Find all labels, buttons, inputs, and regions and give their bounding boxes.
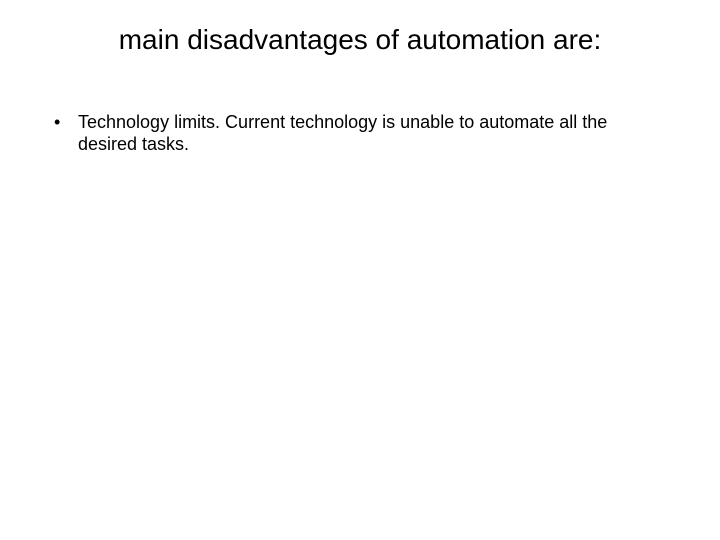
slide-title: main disadvantages of automation are: [0, 24, 720, 56]
slide: main disadvantages of automation are: Te… [0, 0, 720, 540]
slide-body: Technology limits. Current technology is… [54, 112, 666, 156]
bullet-text: Technology limits. Current technology is… [78, 112, 607, 154]
list-item: Technology limits. Current technology is… [54, 112, 666, 156]
bullet-list: Technology limits. Current technology is… [54, 112, 666, 156]
